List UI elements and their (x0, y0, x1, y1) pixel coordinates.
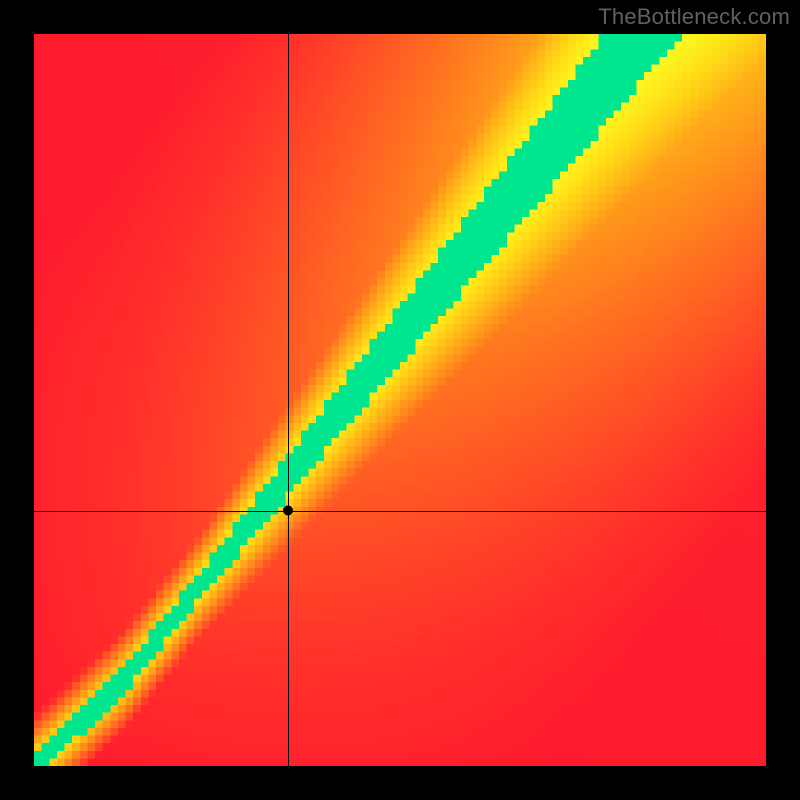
watermark-label: TheBottleneck.com (598, 4, 790, 30)
chart-root: TheBottleneck.com (0, 0, 800, 800)
bottleneck-heatmap (34, 34, 766, 766)
